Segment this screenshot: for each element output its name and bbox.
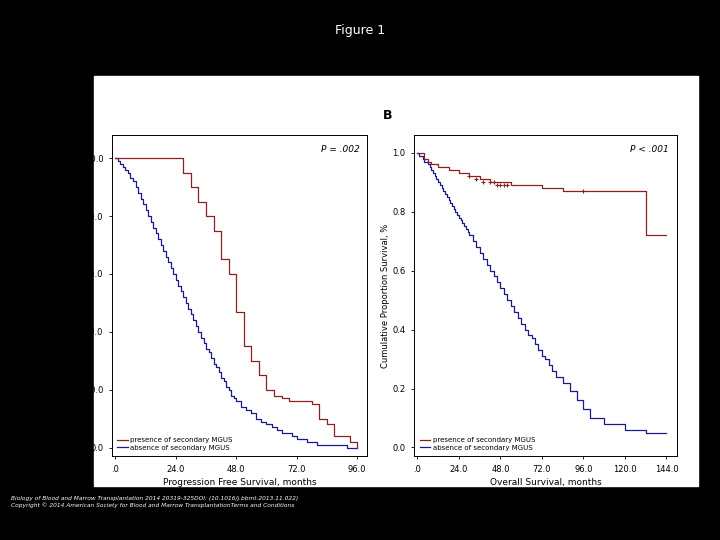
- Y-axis label: Cumulative Proportion Survival, %: Cumulative Proportion Survival, %: [381, 224, 390, 368]
- Text: B: B: [382, 109, 392, 122]
- Y-axis label: Cumulative Proportion Survival, %: Cumulative Proportion Survival, %: [68, 224, 77, 368]
- Legend: presence of secondary MGUS, absence of secondary MGUS: presence of secondary MGUS, absence of s…: [418, 435, 537, 453]
- Text: Figure 1: Figure 1: [335, 24, 385, 37]
- Text: A: A: [81, 109, 91, 122]
- Legend: presence of secondary MGUS, absence of secondary MGUS: presence of secondary MGUS, absence of s…: [115, 435, 235, 453]
- X-axis label: Overall Survival, months: Overall Survival, months: [490, 478, 601, 487]
- Text: P = .002: P = .002: [321, 145, 359, 154]
- Text: P < .001: P < .001: [630, 145, 669, 154]
- Text: Biology of Blood and Marrow Transplantation 2014 20319-325DOI: (10.1016/j.bbmt.2: Biology of Blood and Marrow Transplantat…: [11, 496, 298, 508]
- X-axis label: Progression Free Survival, months: Progression Free Survival, months: [163, 478, 316, 487]
